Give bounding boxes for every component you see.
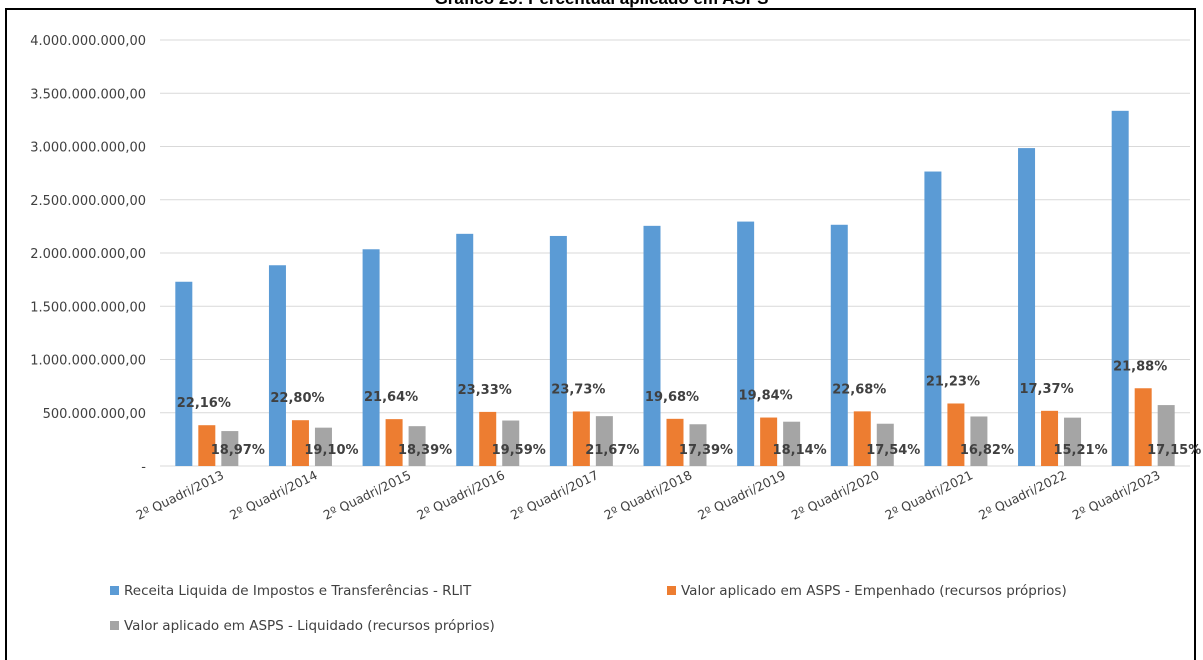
y-tick-label: 2.000.000.000,00 bbox=[30, 247, 146, 262]
bar bbox=[643, 225, 661, 466]
bar bbox=[268, 265, 286, 466]
y-tick-label: 500.000.000,00 bbox=[43, 407, 146, 422]
bar bbox=[572, 411, 590, 466]
x-tick-label: 2º Quadri/2020 bbox=[789, 467, 882, 523]
bar bbox=[1018, 148, 1036, 466]
data-label: 23,33% bbox=[458, 383, 512, 398]
data-label: 21,23% bbox=[926, 374, 980, 389]
bar bbox=[456, 233, 474, 466]
y-tick-label: 3.500.000.000,00 bbox=[30, 87, 146, 102]
data-label: 17,37% bbox=[1019, 382, 1073, 397]
data-label: 15,21% bbox=[1053, 443, 1107, 458]
y-tick-label: 2.500.000.000,00 bbox=[30, 194, 146, 209]
bar bbox=[1064, 417, 1082, 466]
x-tick-label: 2º Quadri/2015 bbox=[321, 467, 414, 522]
data-label: 22,16% bbox=[177, 396, 231, 411]
bar bbox=[970, 416, 988, 466]
bar bbox=[1041, 410, 1059, 466]
bar bbox=[291, 420, 309, 466]
x-tick-label: 2º Quadri/2023 bbox=[1070, 467, 1163, 522]
x-tick-label: 2º Quadri/2019 bbox=[695, 467, 788, 523]
data-label: 21,88% bbox=[1113, 359, 1167, 374]
bar bbox=[408, 426, 426, 466]
y-tick-label: 4.000.000.000,00 bbox=[30, 34, 146, 49]
y-tick-label: 1.500.000.000,00 bbox=[30, 300, 146, 315]
y-tick-label: 3.000.000.000,00 bbox=[30, 141, 146, 156]
bar bbox=[666, 418, 684, 466]
legend-label: Valor aplicado em ASPS - Liquidado (recu… bbox=[124, 618, 495, 634]
legend-swatch bbox=[110, 586, 119, 595]
legend-label: Receita Liquida de Impostos e Transferên… bbox=[124, 583, 472, 599]
bar bbox=[1134, 388, 1152, 466]
x-tick-label: 2º Quadri/2014 bbox=[227, 467, 320, 523]
legend-item: Valor aplicado em ASPS - Empenhado (recu… bbox=[667, 583, 1067, 599]
bar bbox=[737, 221, 755, 466]
bar bbox=[198, 425, 216, 466]
data-label: 19,10% bbox=[304, 443, 358, 458]
bar bbox=[853, 411, 871, 466]
x-tick-label: 2º Quadri/2021 bbox=[883, 467, 976, 522]
bar bbox=[876, 423, 894, 466]
bar bbox=[830, 224, 848, 466]
legend-swatch bbox=[110, 621, 119, 630]
bar bbox=[783, 421, 801, 466]
bar bbox=[689, 424, 707, 466]
bar bbox=[502, 420, 520, 466]
data-label: 19,68% bbox=[645, 390, 699, 405]
bar bbox=[760, 417, 778, 466]
data-label: 21,67% bbox=[585, 443, 639, 458]
legend-swatch bbox=[667, 586, 676, 595]
data-label: 18,97% bbox=[211, 443, 265, 458]
bar bbox=[479, 411, 497, 466]
data-label: 19,84% bbox=[739, 389, 793, 404]
data-label: 22,68% bbox=[832, 382, 886, 397]
bar bbox=[549, 235, 567, 466]
bar bbox=[924, 171, 942, 466]
bar bbox=[175, 281, 193, 466]
x-tick-label: 2º Quadri/2016 bbox=[414, 467, 507, 523]
bar bbox=[947, 403, 965, 466]
legend-item: Valor aplicado em ASPS - Liquidado (recu… bbox=[110, 618, 495, 634]
x-tick-label: 2º Quadri/2018 bbox=[602, 467, 695, 523]
data-label: 18,14% bbox=[773, 443, 827, 458]
data-label: 16,82% bbox=[960, 443, 1014, 458]
bar bbox=[314, 427, 332, 466]
x-tick-label: 2º Quadri/2013 bbox=[133, 467, 226, 522]
legend-label: Valor aplicado em ASPS - Empenhado (recu… bbox=[681, 583, 1067, 599]
data-label: 18,39% bbox=[398, 443, 452, 458]
x-tick-label: 2º Quadri/2017 bbox=[508, 467, 601, 522]
data-label: 17,54% bbox=[866, 443, 920, 458]
data-label: 23,73% bbox=[551, 382, 605, 397]
bar bbox=[595, 416, 613, 466]
bar bbox=[362, 249, 380, 466]
chart-title: Gráfico 29: Percentual aplicado em ASPS bbox=[0, 0, 1203, 9]
y-tick-label: - bbox=[141, 460, 146, 475]
chart-frame bbox=[5, 8, 1196, 660]
data-label: 19,59% bbox=[492, 443, 546, 458]
y-tick-label: 1.000.000.000,00 bbox=[30, 354, 146, 369]
x-tick-label: 2º Quadri/2022 bbox=[976, 467, 1069, 522]
bar bbox=[385, 419, 403, 466]
data-label: 22,80% bbox=[270, 391, 324, 406]
bar bbox=[221, 431, 239, 466]
bar bbox=[1157, 405, 1175, 466]
data-label: 21,64% bbox=[364, 390, 418, 405]
data-label: 17,15% bbox=[1147, 443, 1201, 458]
bar bbox=[1111, 110, 1129, 466]
data-label: 17,39% bbox=[679, 443, 733, 458]
legend-item: Receita Liquida de Impostos e Transferên… bbox=[110, 583, 471, 599]
